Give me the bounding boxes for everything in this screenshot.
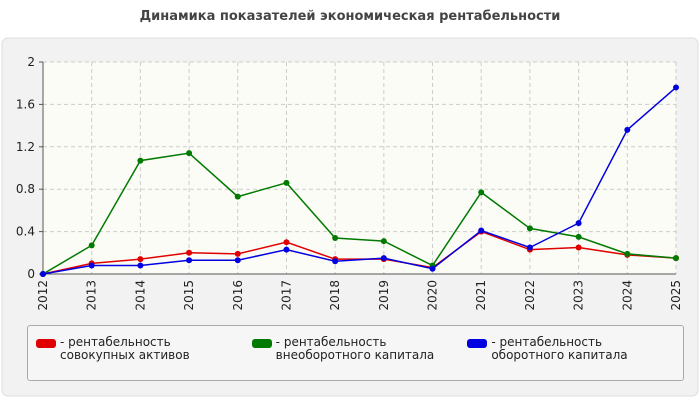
point xyxy=(234,250,241,257)
plot: 0 0.4 0.8 1.2 1.6 2 2012 2013 2014 2015 2016 2017 20… xyxy=(16,55,683,311)
point xyxy=(332,234,339,241)
legend-label: рентабельность оборотного капитала xyxy=(491,336,671,362)
point xyxy=(380,238,387,245)
plot-area xyxy=(43,62,676,274)
point xyxy=(332,258,339,265)
point xyxy=(186,257,193,264)
x-tick-label: 2024 xyxy=(620,280,634,311)
legend-item: рентабельность оборотного капитала xyxy=(467,336,683,380)
x-tick-label: 2014 xyxy=(133,280,147,311)
y-tick-label: 0 xyxy=(27,267,35,281)
point xyxy=(283,246,290,253)
y-tick-label: 0.4 xyxy=(16,225,35,239)
point xyxy=(186,249,193,256)
x-tick-label: 2015 xyxy=(182,280,196,311)
y-tick-label: 1.6 xyxy=(16,97,35,111)
x-tick-label: 2018 xyxy=(328,280,342,311)
point xyxy=(673,255,679,262)
point xyxy=(575,233,582,240)
x-tick-label: 2021 xyxy=(474,280,488,311)
series-line xyxy=(42,152,677,275)
legend: рентабельность совокупных активов рентабе… xyxy=(27,325,684,381)
chart-title: Динамика показателей экономическая рента… xyxy=(140,9,561,24)
legend-swatch xyxy=(36,339,56,348)
legend-label: рентабельность совокупных активов xyxy=(60,336,240,362)
legend-label: рентабельность внеоборотного капитала xyxy=(276,336,456,362)
point xyxy=(624,250,631,257)
point xyxy=(526,225,533,232)
point xyxy=(283,179,290,186)
legend-item: рентабельность совокупных активов xyxy=(36,336,252,380)
x-tick-label: 2022 xyxy=(523,280,537,311)
point xyxy=(234,193,241,200)
point xyxy=(429,265,436,272)
point xyxy=(624,126,631,133)
point xyxy=(88,262,95,269)
legend-swatch xyxy=(251,339,272,348)
x-tick-label: 2019 xyxy=(377,280,391,311)
point xyxy=(478,227,485,234)
legend-item: рентабельность внеоборотного капитала xyxy=(251,336,468,380)
point xyxy=(575,220,582,227)
y-tick-label: 0.8 xyxy=(16,182,35,196)
point xyxy=(186,150,193,157)
point xyxy=(380,255,387,262)
point xyxy=(673,84,679,91)
series-line xyxy=(42,86,677,275)
y-tick-label: 2 xyxy=(27,55,35,69)
point xyxy=(40,271,46,277)
x-tick-label: 2023 xyxy=(572,280,586,311)
point xyxy=(137,157,144,164)
point xyxy=(575,244,582,251)
legend-swatch xyxy=(467,339,488,348)
point xyxy=(88,242,95,249)
x-tick-label: 2025 xyxy=(669,280,683,311)
point xyxy=(137,256,144,263)
x-tick-label: 2017 xyxy=(279,280,293,311)
y-tick-label: 1.2 xyxy=(16,140,35,154)
point xyxy=(137,262,144,269)
x-tick-label: 2016 xyxy=(231,280,245,311)
point xyxy=(283,239,290,246)
point xyxy=(478,189,485,196)
x-tick-label: 2020 xyxy=(426,280,440,311)
point xyxy=(234,257,241,264)
x-tick-label: 2012 xyxy=(36,280,50,311)
point xyxy=(526,244,533,251)
x-tick-label: 2013 xyxy=(85,280,99,311)
